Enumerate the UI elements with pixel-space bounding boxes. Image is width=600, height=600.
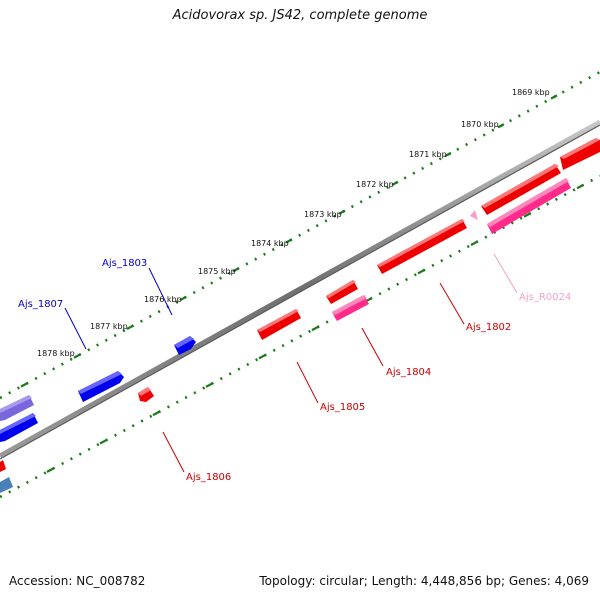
label-ajs-1803: Ajs_1804 [386,367,431,378]
leader-ajs-1804 [296,361,319,404]
genome-backbone [0,119,600,459]
major-tick [126,324,134,330]
major-tick [550,94,558,100]
gene-ajs-1803-arrow[interactable] [326,280,358,304]
tick-label-1877: 1877 kbp [90,322,128,331]
gene-left-blue-arrow[interactable] [0,413,38,442]
major-tick [576,184,584,190]
tick-label-1873: 1873 kbp [304,210,342,219]
gene-ajs-1807-arrow[interactable] [78,371,124,402]
major-tick [311,325,319,332]
label-ajs-r0024: Ajs_R0024 [519,292,571,303]
major-tick [232,267,240,273]
upper-tick-ruler [0,70,600,400]
major-tick [470,240,478,246]
major-tick [73,353,81,359]
gene-ajs-1806-arrow[interactable] [138,387,154,402]
major-tick [497,123,505,129]
label-ajs-1806: Ajs_1806 [186,472,231,483]
leader-ajs-1805 [148,267,173,316]
genome-backbone-shadow [0,124,600,460]
label-ajs-1807: Ajs_1807 [18,299,63,310]
leader-ajs-1806 [162,431,185,473]
genome-title: Acidovorax sp. JS42, complete genome [172,8,428,23]
leader-ajs-r0024 [493,253,518,294]
gene-left-red-fragment[interactable] [0,460,6,472]
leader-ajs-1803 [361,327,384,367]
tick-label-1870: 1870 kbp [461,120,499,129]
tick-label-1869: 1869 kbp [512,88,550,97]
major-tick [444,152,452,158]
major-tick [179,295,187,302]
genome-info-text: Topology: circular; Length: 4,448,856 bp… [259,574,589,588]
major-tick [523,212,531,218]
major-tick [99,439,107,445]
gene-left-purple-arrow[interactable] [0,395,34,421]
lower-tick-ruler [0,174,600,499]
leader-ajs-1802 [439,282,465,325]
tick-label-1875: 1875 kbp [198,267,236,276]
accession-text: Accession: NC_008782 [9,574,146,588]
gene-ajs-1803-upper-arrow[interactable] [377,219,467,274]
label-ajs-1804: Ajs_1805 [320,402,365,413]
tick-label-1876: 1876 kbp [144,295,182,304]
gene-left-steelblue-fragment[interactable] [0,477,13,493]
major-tick [20,382,28,388]
major-tick [417,269,425,275]
label-ajs-1805: Ajs_1803 [102,258,147,269]
gene-ajs-1801-arrow[interactable] [560,138,600,170]
gene-ajs-1802-arrow[interactable] [481,164,561,215]
tick-label-1872: 1872 kbp [356,180,394,189]
major-tick [46,467,54,473]
tick-label-1871: 1871 kbp [409,150,447,159]
tick-label-1878: 1878 kbp [37,349,75,358]
major-tick [391,180,399,186]
major-ticks-lower [46,184,584,473]
gene-ajs-1804-arrow[interactable] [257,309,301,340]
leader-ajs-1807 [64,307,87,350]
major-tick [152,410,160,417]
major-tick [285,238,293,244]
major-tick [205,382,213,388]
gene-ajs-r0024-arrow[interactable] [470,210,478,220]
gene-ajs-1803-rev-arrow[interactable] [332,295,369,321]
major-tick [338,209,346,215]
label-ajs-1802: Ajs_1802 [466,322,511,333]
major-tick [258,354,266,360]
gene-ajs-1805-arrow[interactable] [174,336,196,355]
major-ticks-upper [20,94,558,388]
gene-ajs-1802-rev-arrow[interactable] [487,178,571,234]
tick-label-1874: 1874 kbp [251,239,289,248]
